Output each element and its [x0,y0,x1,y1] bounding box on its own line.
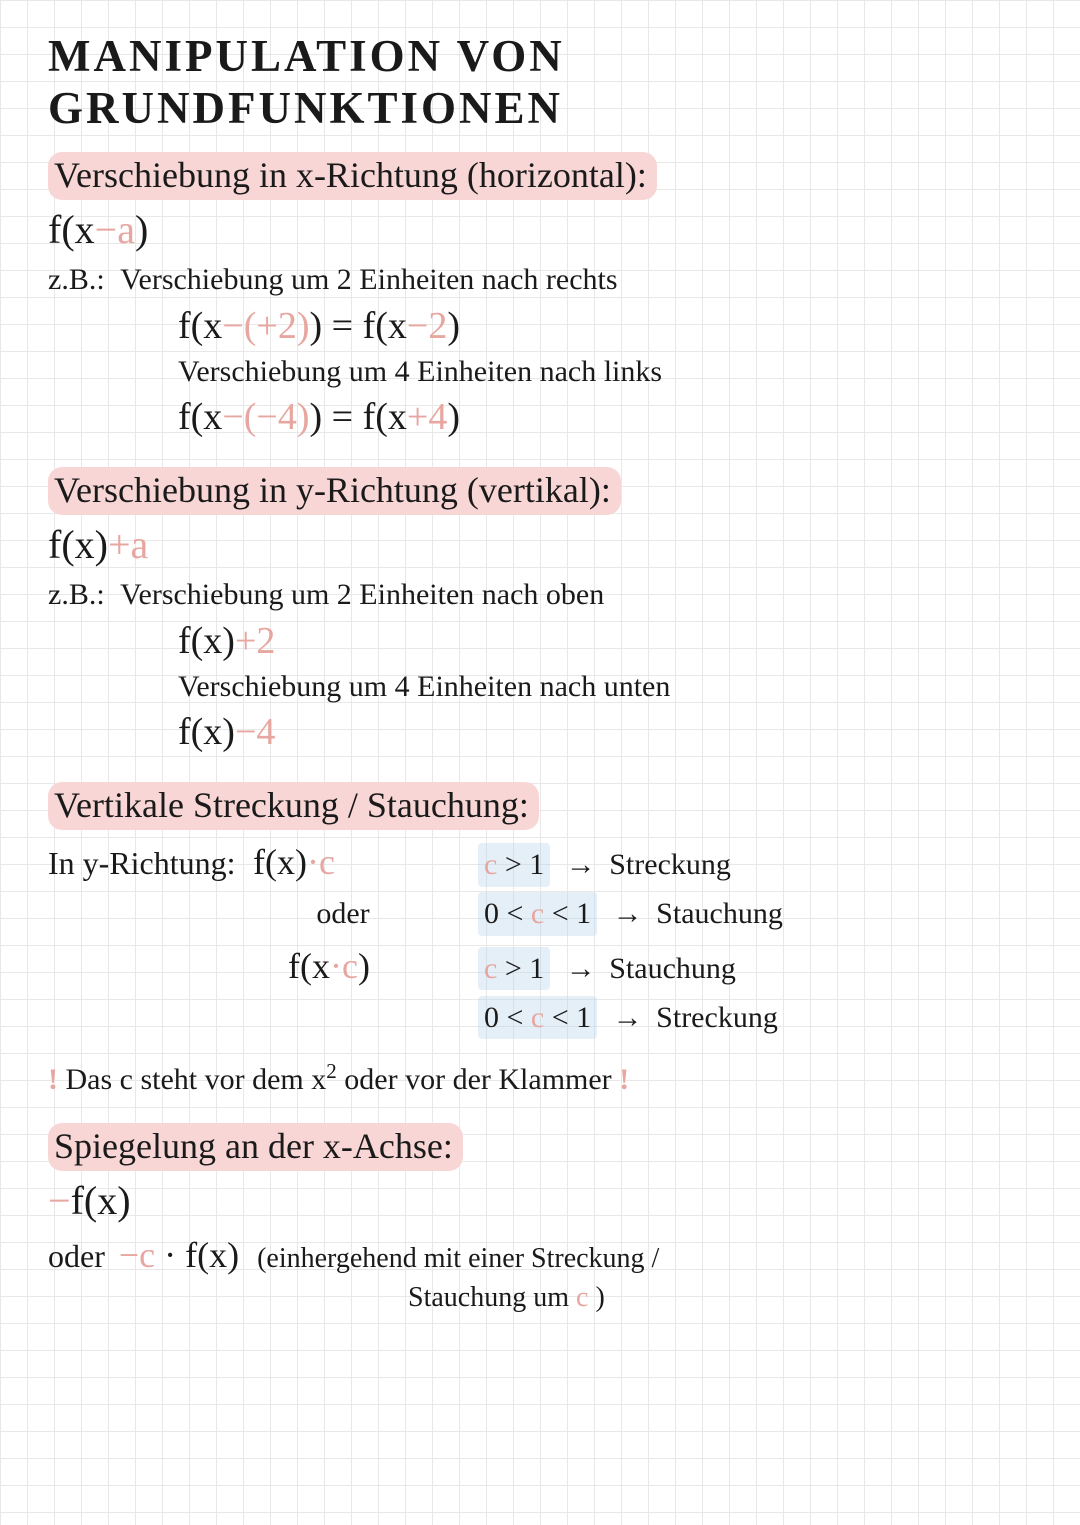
text: ) [588,1282,604,1313]
section-heading-x-shift: Verschiebung in x-Richtung (horizontal): [48,152,1032,200]
row: In y-Richtung: f(x)·c c > 1 → Streckung [48,836,1032,888]
text: Verschiebung um 2 Einheiten nach oben [120,578,604,611]
text: Streckung [656,1001,778,1034]
arrow-icon: → [566,952,594,985]
formula-line: oder −c · f(x) (einhergehend mit einer S… [48,1229,1032,1281]
formula-example: f(x−(+2)) = f(x−2) [178,304,1032,348]
accent-text: c [484,952,497,985]
text: f(x) [178,620,235,662]
accent-text: −(+2) [222,305,309,347]
text: Stauchung um [408,1282,576,1313]
row: 0 < c < 1 → Streckung [48,996,1032,1040]
highlight: Verschiebung in x-Richtung (horizontal): [48,152,657,200]
text: Das c steht vor dem x [66,1063,327,1096]
text: > 1 [497,952,544,985]
label: z.B.: [48,578,105,611]
text: f(x) [71,1178,131,1223]
arrow-icon: → [566,848,594,881]
example-line: Verschiebung um 4 Einheiten nach unten [178,665,1032,709]
accent-text: +a [108,522,148,567]
highlight: Verschiebung in y-Richtung (vertikal): [48,467,621,515]
text: f(x) [253,842,307,882]
text: Verschiebung um 2 Einheiten nach rechts [120,263,617,296]
accent-text: −2 [407,305,447,347]
formula-x-shift: f(x−a) [48,206,1032,254]
formula-example: f(x−(−4)) = f(x+4) [178,395,1032,439]
accent-text: ·c [330,946,358,986]
text: ) [447,305,460,347]
text: f(x [178,305,222,347]
text: f(x [288,946,330,986]
label: In y-Richtung: [48,845,236,881]
text: ) [135,207,148,252]
text: ) = f(x [309,305,406,347]
condition-box: c > 1 [478,947,550,991]
page-title: MANIPULATION VON GRUNDFUNKTIONEN [48,30,1032,134]
text: 0 < [484,897,523,930]
accent-text: −a [95,207,135,252]
accent-text: ·c [307,842,335,882]
note-line: ! Das c steht vor dem x2 oder vor der Kl… [48,1059,1032,1097]
text: < 1 [552,1001,591,1034]
text: Stauchung [656,897,783,930]
text: 0 < [484,1001,523,1034]
text: Streckung [609,848,731,881]
text: f(x) [178,711,235,753]
row: f(x·c) c > 1 → Stauchung [48,940,1032,992]
formula-example: f(x)−4 [178,710,1032,754]
accent-text: −c [119,1235,155,1275]
row: oder 0 < c < 1 → Stauchung [48,892,1032,936]
text: oder vor der Klammer [337,1063,612,1096]
text: f(x [48,207,95,252]
condition-box: 0 < c < 1 [478,892,597,936]
superscript: 2 [326,1059,337,1083]
text: oder [48,1238,105,1274]
text: Stauchung [609,952,736,985]
text: f(x) [48,522,108,567]
accent-text: +2 [235,620,275,662]
accent-text: −(−4) [222,396,309,438]
text: f(x [178,396,222,438]
highlight: Spiegelung an der x-Achse: [48,1123,463,1171]
text: · f(x) [155,1235,239,1275]
arrow-icon: → [613,897,641,930]
highlight: Vertikale Streckung / Stauchung: [48,782,539,830]
arrow-icon: → [613,1001,641,1034]
example-line: z.B.: Verschiebung um 2 Einheiten nach r… [48,258,1032,302]
example-line: z.B.: Verschiebung um 2 Einheiten nach o… [48,573,1032,617]
section-heading-mirror: Spiegelung an der x-Achse: [48,1123,1032,1171]
exclaim-icon: ! [48,1063,58,1096]
accent-text: −4 [235,711,275,753]
section-heading-stretch: Vertikale Streckung / Stauchung: [48,782,1032,830]
accent-text: c [531,1001,544,1034]
text: oder [316,897,369,930]
formula-mirror: −f(x) [48,1177,1032,1225]
text: ) [447,396,460,438]
formula-example: f(x)+2 [178,619,1032,663]
accent-text: c [484,848,497,881]
accent-text: c [576,1282,588,1313]
accent-text: +4 [407,396,447,438]
text: ) = f(x [309,396,406,438]
text: (einhergehend mit einer Streckung / [257,1243,659,1274]
tail-line: Stauchung um c ) [408,1278,1032,1319]
text: < 1 [552,897,591,930]
text: ) [358,946,370,986]
example-line: Verschiebung um 4 Einheiten nach links [178,350,1032,394]
label: z.B.: [48,263,105,296]
accent-text: − [48,1178,71,1223]
condition-box: 0 < c < 1 [478,996,597,1040]
exclaim-icon: ! [619,1063,629,1096]
formula-y-shift: f(x)+a [48,521,1032,569]
text: > 1 [497,848,544,881]
section-heading-y-shift: Verschiebung in y-Richtung (vertikal): [48,467,1032,515]
condition-box: c > 1 [478,843,550,887]
accent-text: c [531,897,544,930]
